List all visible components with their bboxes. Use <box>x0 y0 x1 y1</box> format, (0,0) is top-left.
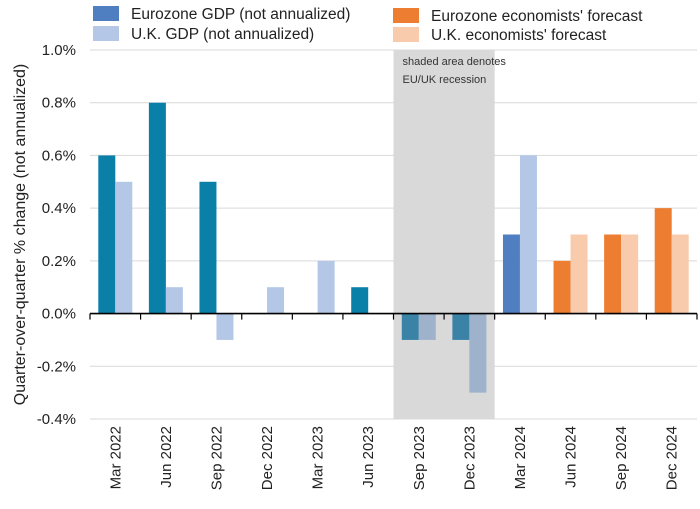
x-tick-label: Jun 2024 <box>563 426 580 488</box>
y-tick-label: 0.8% <box>42 95 76 112</box>
eurozone-gdp-bar <box>98 155 116 314</box>
x-tick-label: Sep 2022 <box>208 426 225 490</box>
eurozone-gdp-bar <box>351 287 369 314</box>
eurozone-gdp-bar <box>148 102 166 314</box>
x-tick-label: Sep 2023 <box>411 426 428 490</box>
legend-eurozone-forecast: Eurozone economists' forecast <box>393 8 643 25</box>
y-tick-label: 0.0% <box>42 306 76 323</box>
legend-swatch <box>393 27 419 42</box>
eurozone-gdp-bar <box>199 181 217 314</box>
legend-swatch <box>93 26 119 41</box>
x-tick-label: Mar 2023 <box>310 426 327 489</box>
legend-label: Eurozone GDP (not annualized) <box>131 6 350 23</box>
legend-uk-forecast: U.K. economists' forecast <box>393 27 607 44</box>
uk-gdp-bar <box>418 313 436 340</box>
x-tick-label: Dec 2022 <box>259 426 276 490</box>
legend-eurozone-gdp: Eurozone GDP (not annualized) <box>93 6 350 23</box>
uk-gdp-bar <box>317 260 335 314</box>
y-tick-label: -0.4% <box>37 411 76 428</box>
uk-forecast-bar <box>671 234 689 314</box>
legend-label: U.K. GDP (not annualized) <box>131 26 314 43</box>
x-tick-label: Dec 2023 <box>461 426 478 490</box>
y-tick-label: 0.6% <box>42 147 76 164</box>
eurozone-gdp-bar <box>502 234 520 314</box>
y-tick-label: -0.2% <box>37 358 76 375</box>
legend: Eurozone GDP (not annualized) U.K. GDP (n… <box>93 6 643 44</box>
uk-gdp-bar <box>115 181 133 314</box>
uk-gdp-bar <box>165 287 183 314</box>
y-tick-label: 1.0% <box>42 42 76 59</box>
x-tick-label: Mar 2022 <box>107 426 124 489</box>
recession-annotation-line-1: shaded area denotes <box>403 56 507 68</box>
y-tick-label: 0.4% <box>42 200 76 217</box>
legend-label: U.K. economists' forecast <box>431 27 607 44</box>
uk-gdp-bar <box>216 313 234 340</box>
uk-forecast-bar <box>570 234 588 314</box>
x-tick-label: Sep 2024 <box>613 426 630 490</box>
y-tick-label: 0.2% <box>42 253 76 270</box>
bars-layer <box>98 102 689 393</box>
recession-annotation-line-2: EU/UK recession <box>403 74 487 86</box>
x-tick-label: Dec 2024 <box>664 426 681 490</box>
eurozone-forecast-bar <box>553 260 571 314</box>
legend-swatch <box>393 8 419 23</box>
legend-uk-gdp: U.K. GDP (not annualized) <box>93 26 314 43</box>
uk-gdp-bar <box>469 313 487 393</box>
legend-label: Eurozone economists' forecast <box>431 8 643 25</box>
uk-gdp-bar <box>519 155 537 314</box>
y-axis-title: Quarter-over-quarter % change (not annua… <box>12 64 29 406</box>
eurozone-gdp-bar <box>401 313 419 340</box>
eurozone-forecast-bar <box>654 208 672 314</box>
eurozone-gdp-bar <box>452 313 470 340</box>
uk-forecast-bar <box>621 234 639 314</box>
x-tick-label: Jun 2022 <box>158 426 175 488</box>
recession-shade-layer: shaded area denotes EU/UK recession <box>393 50 507 419</box>
uk-gdp-bar <box>267 287 285 314</box>
axis-layer: 1.0% 0.8% 0.6% 0.4% 0.2% 0.0% -0.2% -0.4% Mar 20… <box>37 42 698 490</box>
eurozone-forecast-bar <box>604 234 622 314</box>
x-tick-label: Jun 2023 <box>360 426 377 488</box>
legend-swatch <box>93 6 119 21</box>
x-tick-label: Mar 2024 <box>512 426 529 489</box>
